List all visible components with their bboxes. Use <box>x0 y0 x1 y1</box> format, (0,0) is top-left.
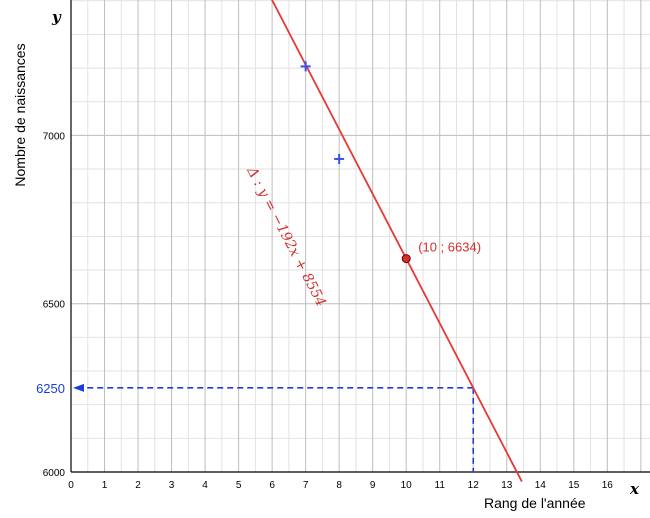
data-points <box>300 61 345 164</box>
x-tick-label: 13 <box>501 480 513 491</box>
x-tick-label: 0 <box>68 480 74 491</box>
x-axis-letter: x <box>629 480 640 498</box>
x-axis-title: Rang de l'année <box>484 495 586 511</box>
x-tick-label: 11 <box>435 480 446 491</box>
x-tick-label: 10 <box>401 480 413 491</box>
minor-grid <box>71 0 650 472</box>
x-tick-label: 9 <box>370 480 376 491</box>
highlighted-point <box>401 254 411 264</box>
x-tick-label: 14 <box>535 480 547 491</box>
x-tick-label: 15 <box>568 480 580 491</box>
x-tick-label: 8 <box>336 480 342 491</box>
x-tick-labels: 0 1 2 3 4 5 6 7 8 9 10 11 12 13 14 15 16 <box>68 480 613 491</box>
data-point <box>334 153 345 164</box>
highlighted-points: (0 ; 8554)(10 ; 6634) <box>401 240 481 264</box>
highlighted-point-label: (10 ; 6634) <box>418 240 481 255</box>
x-tick-label: 16 <box>602 480 614 491</box>
readout-guides: 6250 <box>36 381 475 472</box>
x-tick-label: 1 <box>102 480 108 491</box>
y-tick-label: 6000 <box>43 468 66 479</box>
x-tick-label: 3 <box>169 480 175 491</box>
data-point <box>300 61 311 72</box>
x-tick-label: 5 <box>236 480 242 491</box>
y-tick-labels: 600065007000750080008500 <box>43 131 66 479</box>
x-tick-label: 12 <box>468 480 480 491</box>
readout-left-arrowhead <box>73 383 84 392</box>
y-axis-title: Nombre de naissances <box>12 43 28 186</box>
y-axis-letter: y <box>51 8 62 26</box>
y-tick-label: 6500 <box>43 300 66 311</box>
x-tick-label: 7 <box>303 480 309 491</box>
x-tick-label: 6 <box>269 480 275 491</box>
x-tick-label: 4 <box>202 480 208 491</box>
x-tick-label: 2 <box>135 480 141 491</box>
axes <box>70 0 650 473</box>
readout-value-label: 6250 <box>36 381 65 396</box>
y-tick-label: 7000 <box>43 131 66 142</box>
regression-line <box>271 0 523 482</box>
